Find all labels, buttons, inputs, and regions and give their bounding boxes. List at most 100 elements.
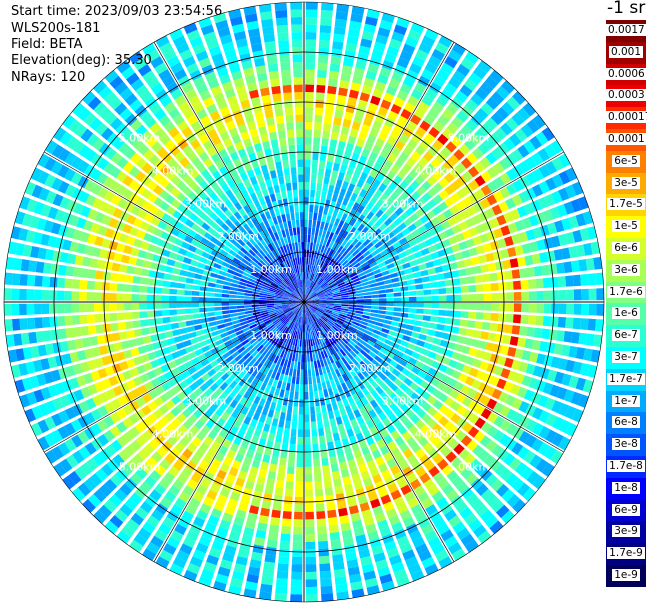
range-gate-cell: [373, 228, 382, 237]
range-gate-cell: [335, 583, 348, 593]
range-gate-cell: [441, 332, 451, 340]
range-gate-cell: [319, 570, 332, 580]
range-gate-cell: [446, 295, 454, 302]
range-gate-cell: [293, 511, 303, 520]
range-gate-cell: [362, 264, 371, 271]
range-gate-cell: [472, 147, 484, 160]
range-gate-cell: [235, 329, 244, 336]
range-gate-cell: [230, 16, 244, 27]
range-gate-cell: [290, 360, 295, 369]
range-gate-cell: [304, 309, 306, 317]
range-gate-cell: [216, 417, 226, 428]
range-gate-cell: [317, 336, 323, 344]
range-gate-cell: [333, 306, 341, 310]
range-gate-cell: [279, 412, 286, 421]
range-gate-cell: [293, 290, 299, 297]
range-gate-cell: [357, 99, 368, 110]
range-gate-cell: [209, 212, 219, 222]
range-gate-cell: [321, 593, 334, 602]
range-gate-cell: [551, 190, 563, 204]
range-gate-cell: [135, 507, 149, 520]
range-gate-cell: [344, 344, 352, 352]
range-gate-cell: [150, 235, 160, 245]
range-gate-cell: [345, 333, 353, 340]
range-gate-cell: [315, 344, 320, 353]
range-gate-cell: [393, 297, 402, 302]
range-gate-cell: [165, 423, 176, 434]
range-gate-cell: [236, 291, 245, 296]
range-gate-cell: [242, 271, 251, 278]
range-gate-cell: [526, 326, 536, 337]
range-gate-cell: [161, 302, 170, 309]
range-gate-cell: [267, 162, 276, 172]
range-gate-cell: [474, 128, 487, 141]
range-gate-cell: [64, 315, 73, 326]
range-gate-cell: [155, 325, 165, 333]
range-gate-cell: [317, 292, 325, 297]
range-gate-cell: [250, 42, 263, 53]
range-gate-cell: [416, 186, 426, 196]
range-gate-cell: [259, 302, 267, 305]
range-gate-cell: [392, 175, 403, 185]
range-gate-cell: [298, 302, 304, 307]
range-gate-cell: [292, 291, 299, 297]
range-gate-cell: [146, 310, 155, 318]
range-gate-cell: [291, 39, 303, 48]
range-gate-cell: [353, 67, 365, 78]
range-gate-cell: [281, 298, 290, 301]
range-gate-cell: [265, 277, 273, 284]
range-gate-cell: [375, 456, 385, 466]
range-gate-cell: [184, 218, 195, 228]
range-gate-cell: [190, 120, 202, 132]
range-gate-cell: [353, 384, 361, 393]
ring-label: 3.00km: [382, 395, 424, 408]
range-gate-cell: [92, 394, 103, 407]
range-gate-cell: [192, 491, 205, 502]
range-gate-cell: [596, 303, 604, 316]
range-gate-cell: [313, 383, 318, 392]
range-gate-cell: [468, 303, 477, 310]
range-gate-cell: [122, 161, 135, 174]
range-gate-cell: [126, 518, 140, 532]
range-gate-cell: [146, 515, 160, 528]
range-gate-cell: [251, 135, 261, 145]
range-gate-cell: [390, 489, 402, 501]
range-gate-cell: [140, 175, 152, 187]
range-gate-cell: [444, 279, 454, 287]
range-gate-cell: [377, 106, 389, 117]
range-gate-cell: [310, 338, 314, 347]
range-gate-cell: [356, 299, 364, 302]
range-gate-cell: [94, 236, 104, 247]
range-gate-cell: [186, 271, 196, 278]
range-gate-cell: [343, 444, 352, 454]
range-gate-cell: [439, 256, 449, 265]
range-gate-cell: [366, 8, 380, 20]
range-gate-cell: [419, 454, 431, 466]
range-gate-cell: [200, 477, 211, 489]
range-gate-cell: [191, 372, 201, 381]
ring-label: 3.00km: [185, 197, 227, 210]
range-gate-cell: [143, 149, 155, 161]
range-gate-cell: [151, 509, 164, 522]
range-gate-cell: [133, 57, 148, 71]
range-gate-cell: [298, 421, 304, 430]
range-gate-cell: [387, 110, 399, 122]
range-gate-cell: [240, 99, 251, 110]
range-gate-cell: [462, 422, 474, 434]
range-gate-cell: [516, 107, 531, 122]
range-gate-cell: [186, 326, 196, 333]
colorbar-step: 1e-6: [606, 303, 646, 326]
range-gate-cell: [355, 60, 367, 70]
range-gate-cell: [329, 456, 338, 465]
azimuth-spokes: [4, 2, 604, 602]
range-gate-cell: [318, 47, 330, 56]
range-gate-cell: [299, 257, 302, 265]
range-gate-cell: [448, 438, 460, 450]
range-gate-cell: [170, 175, 182, 186]
range-gate-cell: [304, 159, 311, 168]
range-gate-cell: [94, 281, 103, 291]
range-gate-cell: [374, 272, 383, 279]
range-gate-cell: [178, 321, 187, 328]
range-gate-cell: [313, 266, 318, 274]
range-gate-cell: [390, 128, 401, 140]
